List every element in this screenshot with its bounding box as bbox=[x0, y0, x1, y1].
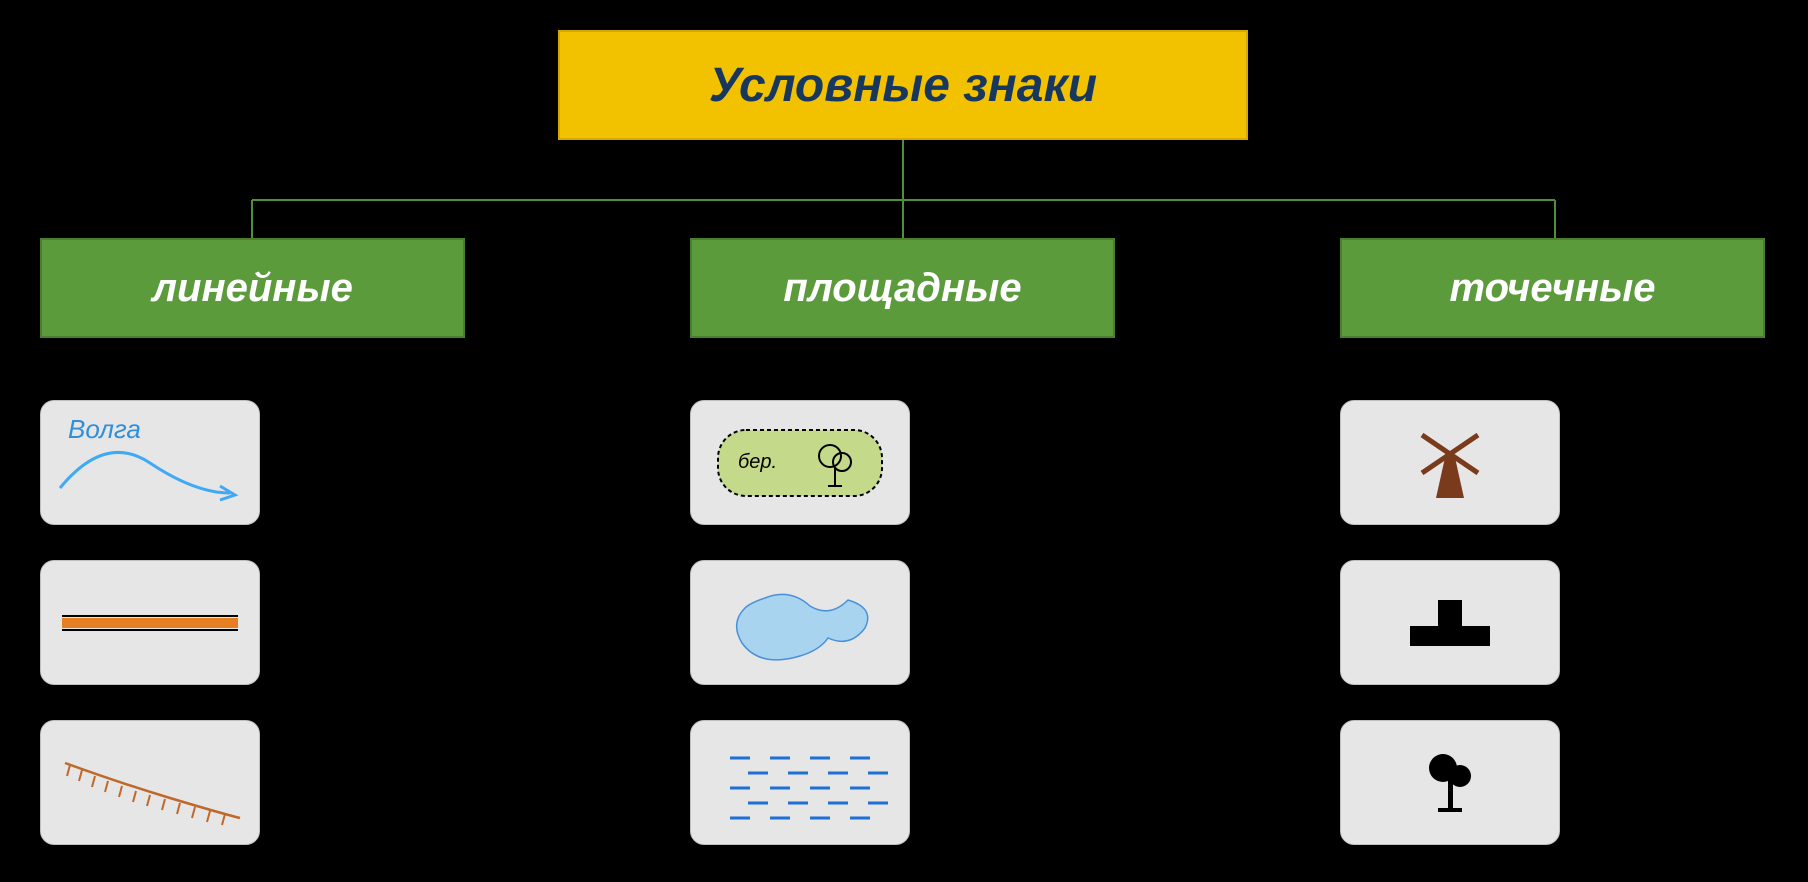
symbol-card-embankment bbox=[40, 720, 260, 845]
lake-icon bbox=[700, 568, 900, 678]
forest-icon: бер. bbox=[700, 408, 900, 518]
category-label: точечные bbox=[1450, 266, 1656, 311]
symbol-card-road bbox=[40, 560, 260, 685]
river-label: Волга bbox=[68, 414, 141, 444]
symbol-card-river: Волга bbox=[40, 400, 260, 525]
category-area: площадные bbox=[690, 238, 1115, 338]
title-text: Условные знаки bbox=[709, 58, 1097, 113]
symbol-card-building bbox=[1340, 560, 1560, 685]
symbol-card-swamp bbox=[690, 720, 910, 845]
category-linear: линейные bbox=[40, 238, 465, 338]
category-label: линейные bbox=[152, 266, 353, 311]
category-label: площадные bbox=[783, 266, 1021, 311]
windmill-icon bbox=[1350, 408, 1550, 518]
symbol-card-forest: бер. bbox=[690, 400, 910, 525]
tree-icon bbox=[1350, 728, 1550, 838]
symbol-card-tree bbox=[1340, 720, 1560, 845]
swamp-icon bbox=[700, 728, 900, 838]
category-point: точечные bbox=[1340, 238, 1765, 338]
diagram-title: Условные знаки bbox=[558, 30, 1248, 140]
road-icon bbox=[50, 568, 250, 678]
building-icon bbox=[1350, 568, 1550, 678]
forest-label: бер. bbox=[738, 451, 777, 473]
embankment-icon bbox=[50, 728, 250, 838]
river-icon: Волга bbox=[50, 408, 250, 518]
symbol-card-windmill bbox=[1340, 400, 1560, 525]
symbol-card-lake bbox=[690, 560, 910, 685]
